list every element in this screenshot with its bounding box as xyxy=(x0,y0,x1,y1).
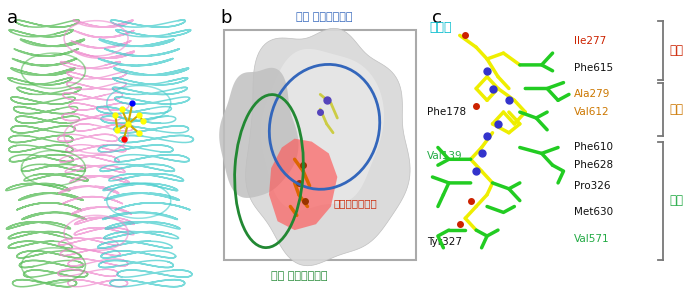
Text: Phe615: Phe615 xyxy=(575,63,613,73)
Text: Val612: Val612 xyxy=(575,107,610,117)
Text: Ala279: Ala279 xyxy=(575,89,611,99)
Text: 近位 薬剤結合部位: 近位 薬剤結合部位 xyxy=(271,271,327,281)
Text: 中部: 中部 xyxy=(669,103,683,116)
Text: Phe610: Phe610 xyxy=(575,142,613,153)
Text: Ile277: Ile277 xyxy=(575,36,607,46)
Polygon shape xyxy=(260,49,384,210)
Text: c: c xyxy=(433,9,442,27)
Text: Pro326: Pro326 xyxy=(575,181,611,191)
Text: 下部: 下部 xyxy=(669,194,683,207)
Text: Tyr327: Tyr327 xyxy=(427,237,462,247)
Text: 遠位 薬剤結合部位: 遠位 薬剤結合部位 xyxy=(296,12,353,22)
Text: Val139: Val139 xyxy=(427,151,463,161)
Text: Val571: Val571 xyxy=(575,234,610,244)
Bar xyxy=(224,30,416,260)
Text: Phe628: Phe628 xyxy=(575,160,613,170)
Text: b: b xyxy=(220,9,232,27)
Polygon shape xyxy=(269,139,337,230)
Text: a: a xyxy=(6,9,18,27)
Polygon shape xyxy=(219,68,298,198)
Text: Phe178: Phe178 xyxy=(427,107,466,117)
Text: 阻害剤: 阻害剤 xyxy=(430,21,452,34)
Text: Met630: Met630 xyxy=(575,207,613,217)
Polygon shape xyxy=(246,28,410,266)
Text: 阻害剤結合部位: 阻害剤結合部位 xyxy=(333,199,377,209)
Text: 上部: 上部 xyxy=(669,44,683,57)
